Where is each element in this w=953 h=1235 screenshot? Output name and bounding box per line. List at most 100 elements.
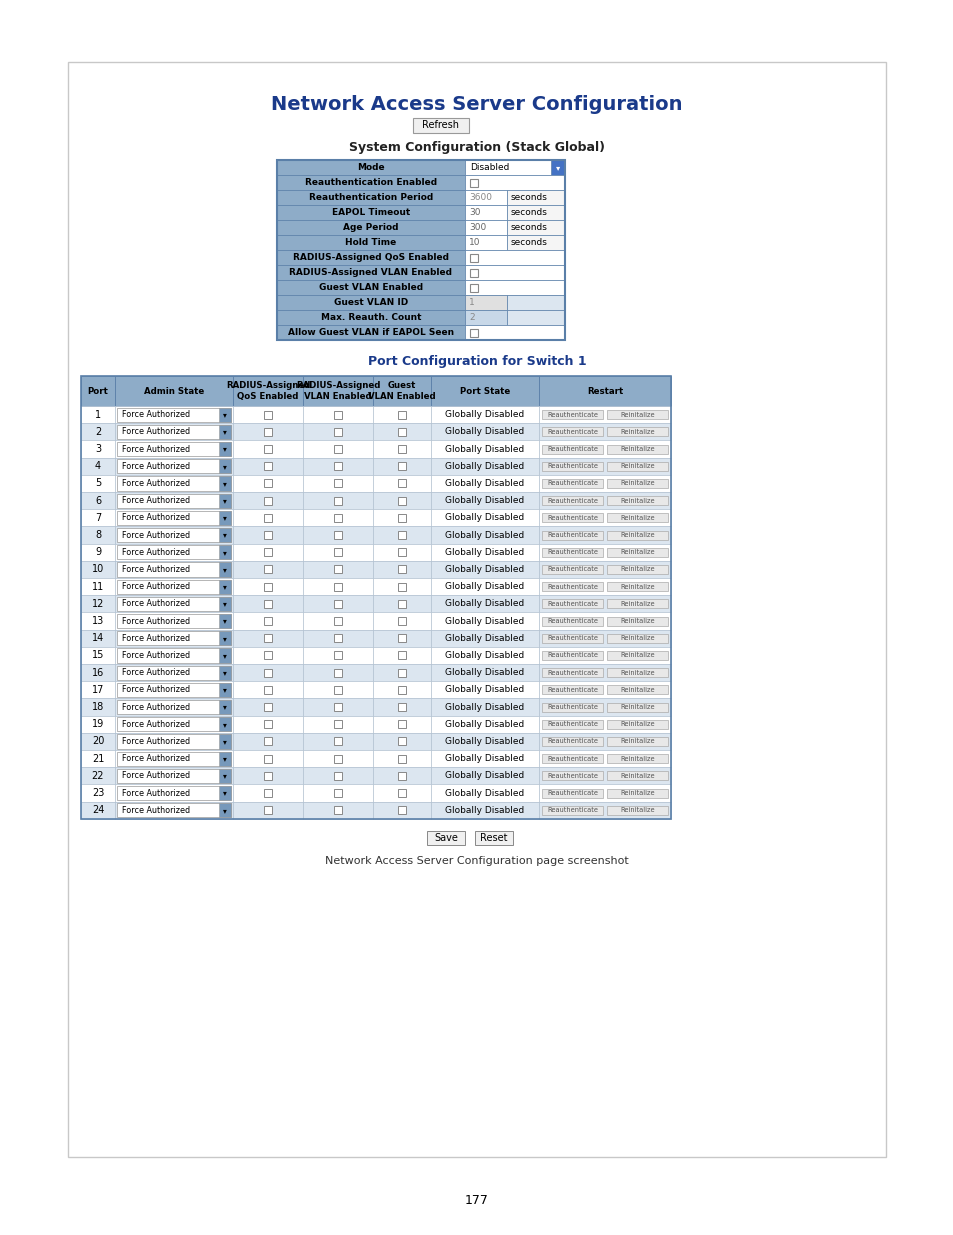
FancyBboxPatch shape [606,685,667,694]
FancyBboxPatch shape [541,599,602,609]
FancyBboxPatch shape [219,527,231,542]
FancyBboxPatch shape [538,630,670,647]
Text: Globally Disabled: Globally Disabled [445,445,524,453]
FancyBboxPatch shape [397,789,406,797]
FancyBboxPatch shape [538,784,670,802]
FancyBboxPatch shape [431,509,538,526]
Text: Age Period: Age Period [343,224,398,232]
Text: Force Authorized: Force Authorized [122,805,190,815]
Text: 1: 1 [95,410,101,420]
FancyBboxPatch shape [276,190,464,205]
Text: Reinitalize: Reinitalize [619,652,654,658]
FancyBboxPatch shape [276,280,464,295]
FancyBboxPatch shape [541,445,602,453]
FancyBboxPatch shape [117,718,231,731]
FancyBboxPatch shape [538,647,670,664]
FancyBboxPatch shape [397,548,406,556]
FancyBboxPatch shape [541,427,602,436]
FancyBboxPatch shape [541,805,602,815]
FancyBboxPatch shape [233,699,303,715]
FancyBboxPatch shape [233,441,303,458]
FancyBboxPatch shape [115,458,233,474]
FancyBboxPatch shape [541,788,602,798]
Text: Port Configuration for Switch 1: Port Configuration for Switch 1 [367,354,586,368]
FancyBboxPatch shape [541,651,602,659]
Text: ▾: ▾ [223,427,227,436]
Text: Reauthenticate: Reauthenticate [546,618,598,624]
FancyBboxPatch shape [464,190,506,205]
FancyBboxPatch shape [373,441,431,458]
FancyBboxPatch shape [538,578,670,595]
Text: Network Access Server Configuration page screenshot: Network Access Server Configuration page… [325,856,628,866]
Text: ▾: ▾ [223,564,227,574]
FancyBboxPatch shape [334,755,341,762]
Text: Mode: Mode [356,163,384,172]
FancyBboxPatch shape [81,595,115,613]
Text: Force Authorized: Force Authorized [122,582,190,592]
FancyBboxPatch shape [431,474,538,492]
FancyBboxPatch shape [117,735,231,748]
Text: Globally Disabled: Globally Disabled [445,685,524,694]
Text: Globally Disabled: Globally Disabled [445,514,524,522]
FancyBboxPatch shape [334,789,341,797]
FancyBboxPatch shape [233,715,303,732]
FancyBboxPatch shape [117,545,231,559]
FancyBboxPatch shape [538,474,670,492]
FancyBboxPatch shape [117,666,231,679]
Text: Globally Disabled: Globally Disabled [445,531,524,540]
Text: ▾: ▾ [223,703,227,711]
FancyBboxPatch shape [117,511,231,525]
Text: ▾: ▾ [223,547,227,557]
FancyBboxPatch shape [334,635,341,642]
FancyBboxPatch shape [431,613,538,630]
FancyBboxPatch shape [464,249,564,266]
FancyBboxPatch shape [115,767,233,784]
FancyBboxPatch shape [538,664,670,682]
Text: Reauthenticate: Reauthenticate [546,550,598,556]
Text: Force Authorized: Force Authorized [122,685,190,694]
Text: EAPOL Timeout: EAPOL Timeout [332,207,410,217]
Text: ▾: ▾ [223,582,227,592]
Text: Globally Disabled: Globally Disabled [445,703,524,711]
Text: Force Authorized: Force Authorized [122,410,190,419]
Text: 6: 6 [95,495,101,505]
FancyBboxPatch shape [303,613,373,630]
Text: 23: 23 [91,788,104,798]
FancyBboxPatch shape [115,474,233,492]
FancyBboxPatch shape [334,806,341,814]
FancyBboxPatch shape [276,161,464,175]
FancyBboxPatch shape [117,408,231,421]
Text: Reauthenticate: Reauthenticate [546,515,598,521]
FancyBboxPatch shape [115,732,233,750]
Text: 14: 14 [91,634,104,643]
Text: Admin State: Admin State [144,387,204,395]
FancyBboxPatch shape [431,802,538,819]
FancyBboxPatch shape [373,375,431,406]
FancyBboxPatch shape [81,750,115,767]
Text: ▾: ▾ [223,720,227,729]
FancyBboxPatch shape [117,579,231,594]
Text: Force Authorized: Force Authorized [122,547,190,557]
FancyBboxPatch shape [541,772,602,781]
FancyBboxPatch shape [431,767,538,784]
Text: seconds: seconds [511,207,547,217]
Text: Reset: Reset [479,832,507,842]
FancyBboxPatch shape [373,802,431,819]
FancyBboxPatch shape [464,205,506,220]
FancyBboxPatch shape [373,699,431,715]
FancyBboxPatch shape [81,699,115,715]
FancyBboxPatch shape [397,427,406,436]
FancyBboxPatch shape [117,683,231,697]
FancyBboxPatch shape [538,509,670,526]
FancyBboxPatch shape [397,479,406,488]
FancyBboxPatch shape [81,474,115,492]
FancyBboxPatch shape [303,561,373,578]
FancyBboxPatch shape [219,579,231,594]
FancyBboxPatch shape [373,474,431,492]
Text: Disabled: Disabled [470,163,509,172]
FancyBboxPatch shape [397,806,406,814]
FancyBboxPatch shape [431,375,538,406]
FancyBboxPatch shape [303,406,373,424]
Text: Reinitalize: Reinitalize [619,773,654,779]
FancyBboxPatch shape [606,462,667,471]
